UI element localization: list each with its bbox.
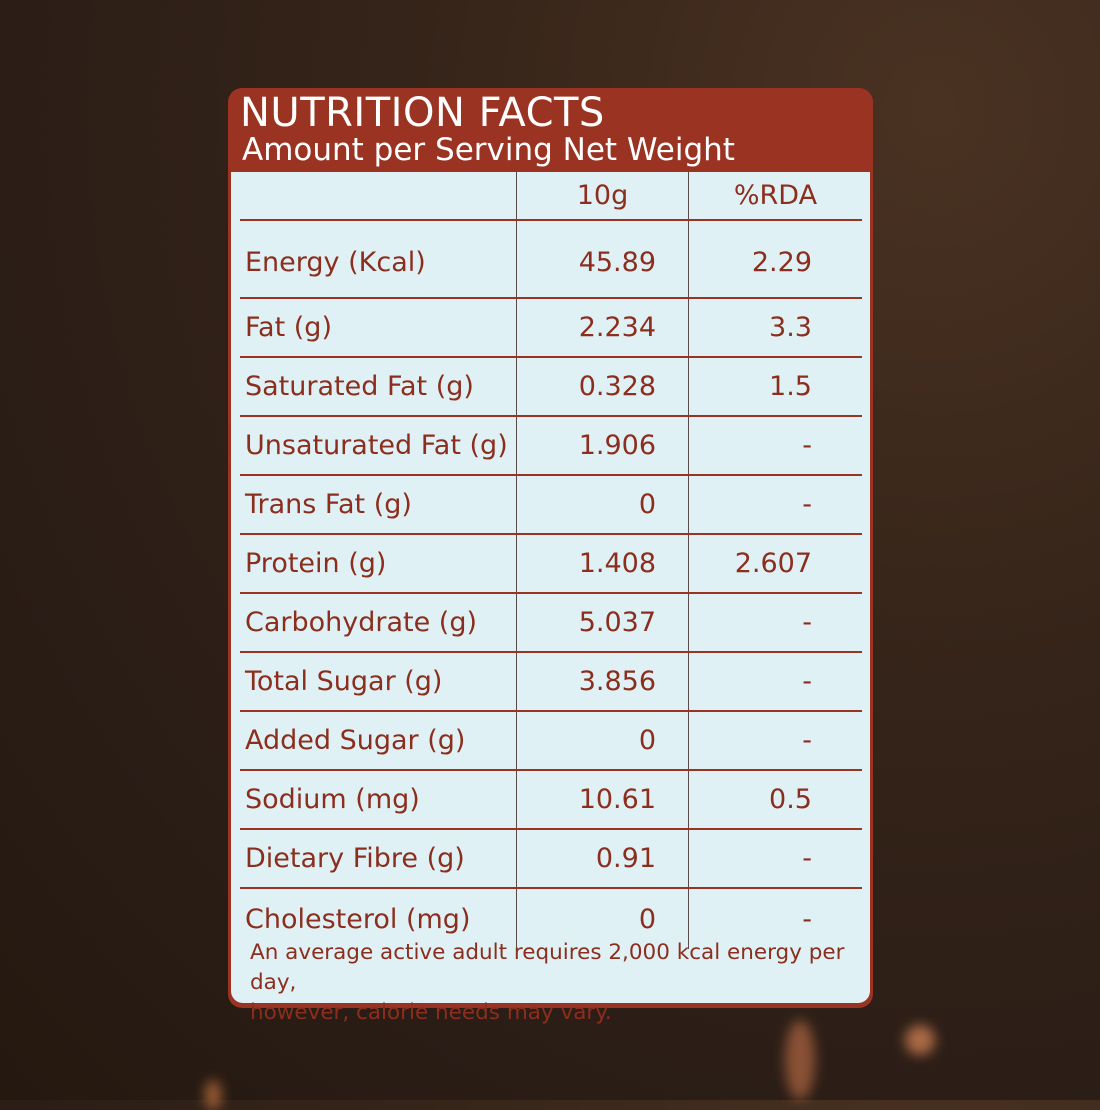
amount-value: 5.037 — [516, 593, 689, 653]
amount-value: 3.856 — [516, 652, 689, 712]
footnote: An average active adult requires 2,000 k… — [250, 938, 870, 1028]
column-header: %RDA — [688, 172, 862, 221]
amount-value: 0 — [516, 475, 689, 535]
background-glow — [785, 1020, 815, 1100]
table-row: Protein (g) 1.408 2.607 — [240, 534, 862, 594]
rda-value: - — [802, 903, 812, 935]
nutrient-name: Sodium (mg) — [240, 770, 517, 830]
nutrient-name: Carbohydrate (g) — [240, 593, 517, 653]
rda-value: - — [688, 416, 862, 476]
nutrient-name: Saturated Fat (g) — [240, 357, 517, 417]
rda-value: 3.3 — [688, 298, 862, 358]
rda-value: - — [688, 829, 862, 889]
table-row: Saturated Fat (g) 0.328 1.5 — [240, 357, 862, 417]
table-row: Energy (Kcal) 45.89 2.29 — [240, 220, 862, 299]
rda-value: 0.5 — [688, 770, 862, 830]
rda-value: 2.607 — [688, 534, 862, 594]
background-glow — [905, 1025, 935, 1055]
amount-value: 45.89 — [516, 220, 689, 299]
background-glow — [205, 1080, 221, 1110]
nutrient-name: Total Sugar (g) — [240, 652, 517, 712]
amount-value: 2.234 — [516, 298, 689, 358]
nutrient-name: Protein (g) — [240, 534, 517, 594]
footnote-line: however, calorie needs may vary. — [250, 1000, 612, 1025]
amount-value: 0.91 — [516, 829, 689, 889]
rda-value: 1.5 — [688, 357, 862, 417]
table-row: Cholesterol (mg) 0 - — [240, 888, 862, 949]
nutrient-name: Unsaturated Fat (g) — [240, 416, 517, 476]
amount-value: 0.328 — [516, 357, 689, 417]
rda-value: - — [688, 475, 862, 535]
nutrient-name: Trans Fat (g) — [240, 475, 517, 535]
column-header: 10g — [516, 172, 689, 221]
amount-value: 10.61 — [516, 770, 689, 830]
nutrient-name: Energy (Kcal) — [240, 220, 517, 299]
nutrient-name: Fat (g) — [240, 298, 517, 358]
table-row: Dietary Fibre (g) 0.91- — [240, 829, 862, 889]
subtitle: Amount per Serving Net Weight — [242, 132, 735, 168]
nutrition-facts-card: NUTRITION FACTS Amount per Serving Net W… — [228, 88, 873, 1025]
nutrition-table: 10g %RDA Energy (Kcal) 45.89 2.29 Fat (g) 2.… — [240, 172, 862, 949]
rda-value: - — [688, 711, 862, 771]
title: NUTRITION FACTS — [240, 90, 605, 136]
amount-value: 0 — [516, 888, 689, 949]
nutrient-name: Dietary Fibre (g) — [240, 829, 517, 889]
rda-value: - — [688, 593, 862, 653]
table-header-row: 10g %RDA — [240, 172, 862, 221]
nutrient-name: Cholesterol (mg) — [245, 903, 471, 935]
table-row: Total Sugar (g) 3.856- — [240, 652, 862, 712]
column-header — [240, 172, 517, 221]
nutrition-panel: 10g %RDA Energy (Kcal) 45.89 2.29 Fat (g) 2.… — [231, 172, 870, 1025]
table-row: Unsaturated Fat (g) 1.906- — [240, 416, 862, 476]
amount-value: 1.408 — [516, 534, 689, 594]
table-row: Fat (g) 2.234 3.3 — [240, 298, 862, 358]
nutrient-name: Added Sugar (g) — [240, 711, 517, 771]
table-row: Trans Fat (g) 0- — [240, 475, 862, 535]
rda-value: - — [688, 652, 862, 712]
table-row: Sodium (mg) 10.61 0.5 — [240, 770, 862, 830]
footnote-line: An average active adult requires 2,000 k… — [250, 940, 845, 995]
amount-value: 0 — [516, 711, 689, 771]
table-row: Added Sugar (g) 0- — [240, 711, 862, 771]
amount-value: 1.906 — [516, 416, 689, 476]
table-row: Carbohydrate (g) 5.037- — [240, 593, 862, 653]
rda-value: 2.29 — [688, 220, 862, 299]
